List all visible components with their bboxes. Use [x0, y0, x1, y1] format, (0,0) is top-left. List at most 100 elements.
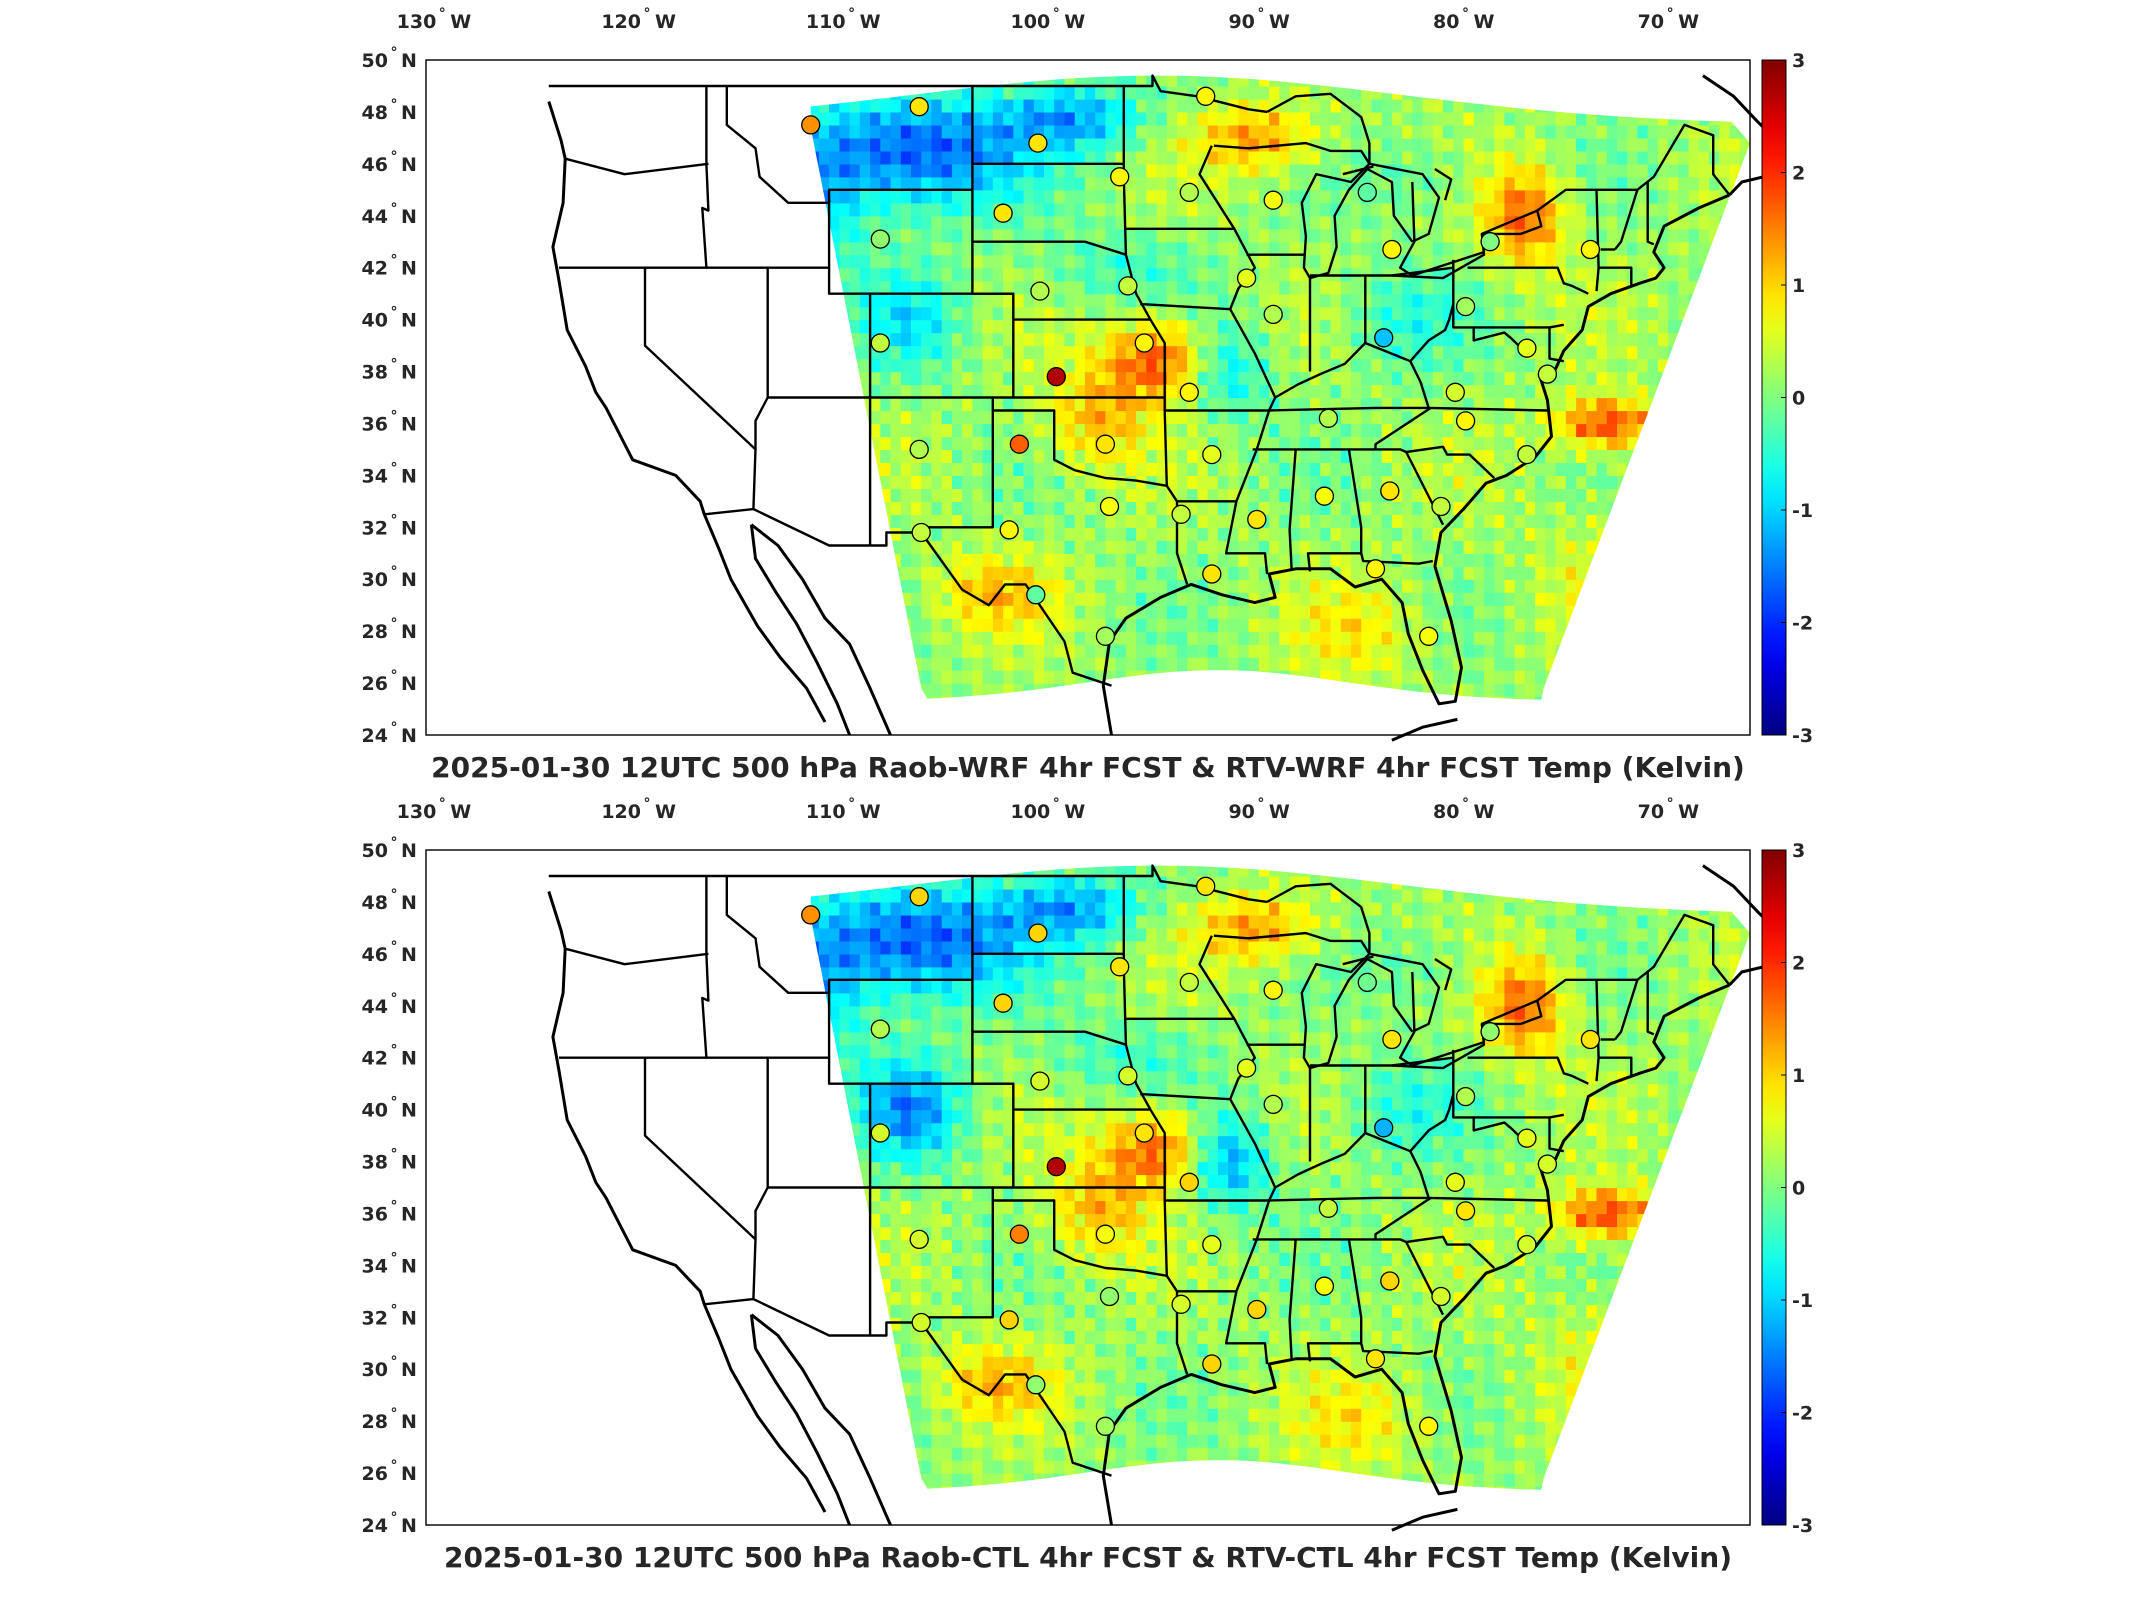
raob-station-marker: [1580, 239, 1601, 260]
raob-station-marker: [1380, 481, 1400, 501]
lon-hemisphere-label: W: [450, 11, 471, 33]
raob-station-marker: [1202, 1354, 1222, 1374]
raob-station-marker: [1095, 626, 1116, 646]
lat-tick-label: 36: [362, 414, 388, 436]
degree-symbol: °: [391, 1406, 398, 1422]
raob-station-marker: [909, 439, 929, 460]
lon-hemisphere-label: W: [655, 801, 676, 823]
lat-tick-label: 48: [362, 892, 388, 914]
raob-station-marker: [1537, 364, 1558, 384]
lon-tick-label: 100: [1011, 801, 1051, 823]
raob-station-marker: [1382, 239, 1402, 260]
lat-tick-label: 34: [362, 1255, 388, 1277]
colorbar-tick-label: -3: [1792, 1515, 1813, 1537]
lat-hemisphere-label: N: [401, 1411, 417, 1433]
lat-tick-label: 26: [362, 673, 388, 695]
colorbar-tick-label: -3: [1792, 725, 1813, 747]
raob-station-marker: [1026, 585, 1046, 605]
degree-symbol: °: [391, 835, 398, 851]
raob-station-marker: [1247, 509, 1267, 530]
raob-station-marker: [909, 97, 929, 117]
lon-tick-label: 100: [1011, 11, 1051, 33]
lat-hemisphere-label: N: [401, 1152, 417, 1174]
colorbar-tick-label: 3: [1792, 840, 1805, 862]
colorbar-tick-label: 3: [1792, 50, 1805, 72]
lat-tick-label: 24: [362, 725, 388, 747]
degree-symbol: °: [1257, 6, 1264, 22]
lat-tick-label: 38: [362, 362, 388, 384]
degree-symbol: °: [391, 253, 398, 269]
lat-hemisphere-label: N: [401, 725, 417, 747]
lon-tick-label: 120: [601, 801, 641, 823]
lat-hemisphere-label: N: [401, 1307, 417, 1329]
lon-hemisphere-label: W: [1064, 11, 1085, 33]
lat-hemisphere-label: N: [401, 1359, 417, 1381]
degree-symbol: °: [391, 939, 398, 955]
map-title: 2025-01-30 12UTC 500 hPa Raob-WRF 4hr FC…: [431, 751, 1745, 784]
raob-station-marker: [1110, 167, 1130, 187]
raob-station-marker: [1095, 1416, 1116, 1436]
raob-station-marker: [1202, 1234, 1222, 1255]
lon-hemisphere-label: W: [860, 801, 881, 823]
lat-hemisphere-label: N: [401, 50, 417, 72]
raob-station-marker: [801, 115, 821, 135]
lon-tick-label: 90: [1228, 801, 1254, 823]
raob-station-marker: [1171, 504, 1191, 524]
raob-station-marker: [1419, 1416, 1439, 1436]
lat-tick-label: 46: [362, 154, 388, 176]
degree-symbol: °: [391, 668, 398, 684]
raob-station-marker: [1580, 1029, 1601, 1050]
degree-symbol: °: [391, 512, 398, 528]
degree-symbol: °: [391, 460, 398, 476]
raob-station-marker: [1374, 1118, 1394, 1138]
lon-tick-label: 130: [397, 11, 437, 33]
raob-station-marker: [1374, 328, 1394, 348]
raob-station-marker: [993, 203, 1013, 223]
colorbar-tick-label: 2: [1792, 953, 1805, 975]
degree-symbol: °: [391, 1199, 398, 1215]
colorbar-tick-label: 1: [1792, 275, 1805, 297]
raob-station-marker: [1263, 1094, 1283, 1115]
raob-station-marker: [1179, 182, 1199, 203]
lat-tick-label: 28: [362, 1411, 388, 1433]
colorbar-tick-label: 2: [1792, 163, 1805, 185]
degree-symbol: °: [391, 887, 398, 903]
degree-symbol: °: [391, 97, 398, 113]
lat-tick-label: 28: [362, 621, 388, 643]
raob-station-marker: [1419, 626, 1439, 646]
raob-station-marker: [1445, 382, 1465, 402]
lat-hemisphere-label: N: [401, 206, 417, 228]
lon-hemisphere-label: W: [1474, 11, 1495, 33]
raob-station-marker: [1196, 86, 1216, 106]
raob-station-marker: [1134, 1123, 1154, 1143]
lat-hemisphere-label: N: [401, 517, 417, 539]
map-frame: [425, 849, 1751, 1526]
lat-tick-label: 50: [362, 50, 388, 72]
lon-hemisphere-label: W: [655, 11, 676, 33]
raob-station-marker: [1455, 296, 1476, 317]
map-figure-bottom: 130 ° W 120 ° W 110 ° W 100 ° W 90 ° W 80 ° W 70 ° W50 ° N48 ° N…: [362, 796, 1814, 1574]
lat-tick-label: 40: [362, 1100, 388, 1122]
colorbar-tick-label: 0: [1792, 1178, 1805, 1200]
map-panel-top: 130 ° W 120 ° W 110 ° W 100 ° W 90 ° W 80 ° W 70 ° W 50 ° N 48 ° N…: [362, 6, 1814, 784]
lon-tick-label: 80: [1433, 801, 1459, 823]
raob-station-marker: [870, 1019, 890, 1039]
colorbar-tick-label: -2: [1792, 613, 1813, 635]
lat-tick-label: 40: [362, 310, 388, 332]
lat-hemisphere-label: N: [401, 102, 417, 124]
degree-symbol: °: [391, 564, 398, 580]
degree-symbol: °: [848, 796, 855, 812]
raob-station-marker: [870, 1123, 890, 1143]
degree-symbol: °: [391, 1302, 398, 1318]
raob-station-marker: [1179, 382, 1199, 402]
lat-hemisphere-label: N: [401, 1515, 417, 1537]
lat-hemisphere-label: N: [401, 258, 417, 280]
colorbar-tick-label: 1: [1792, 1065, 1805, 1087]
colorbar-tick-label: -1: [1792, 1290, 1813, 1312]
lat-hemisphere-label: N: [401, 465, 417, 487]
colorbar-tick-label: -1: [1792, 500, 1813, 522]
raob-stations: [801, 876, 1601, 1436]
lat-tick-label: 42: [362, 258, 388, 280]
colorbar-tick-label: -2: [1792, 1403, 1813, 1425]
raob-station-marker: [1263, 980, 1283, 1000]
